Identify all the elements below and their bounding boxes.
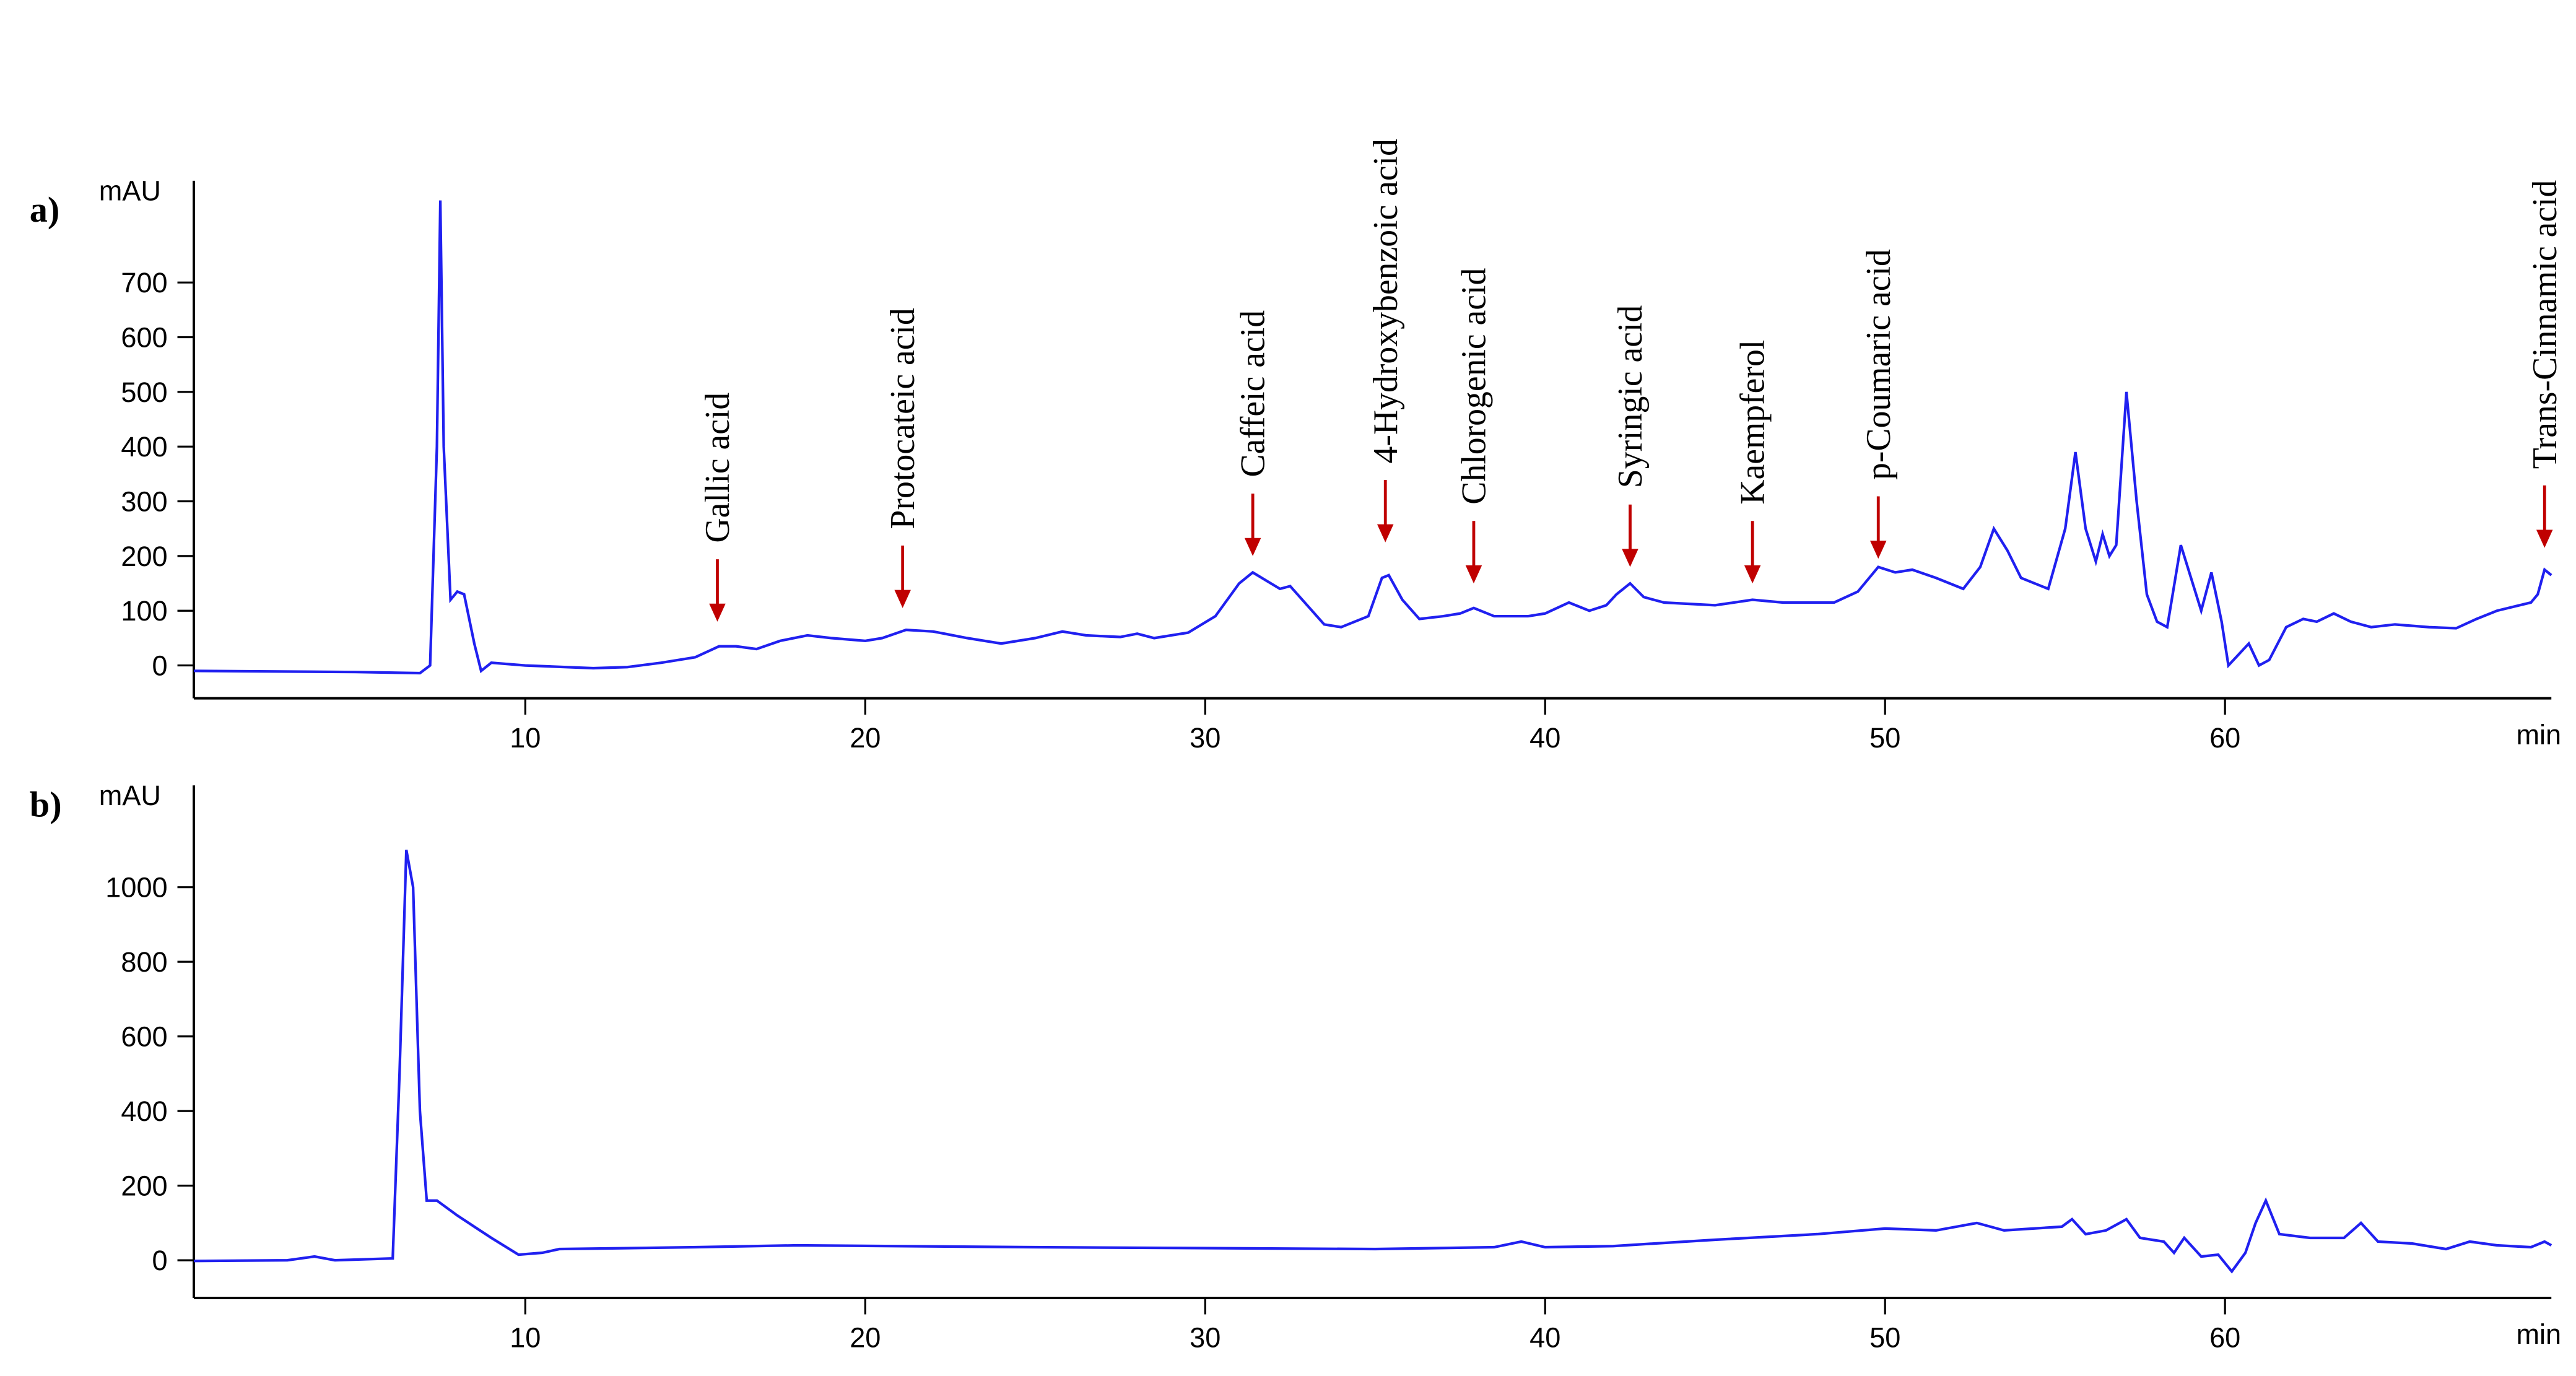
y-tick-label: 700 <box>121 267 167 298</box>
y-tick-label: 200 <box>121 1170 167 1202</box>
y-tick-label: 600 <box>121 1021 167 1053</box>
compound-label: Gallic acid <box>698 393 737 543</box>
y-tick-label: 0 <box>152 1245 168 1276</box>
y-tick-label: 800 <box>121 946 167 978</box>
chromatogram-line <box>194 200 2552 675</box>
arrow-head <box>1377 524 1394 542</box>
y-tick-label: 400 <box>121 431 167 463</box>
x-tick-label: 50 <box>1869 722 1900 754</box>
y-tick-label: 400 <box>121 1095 167 1127</box>
compound-label: Syringic acid <box>1611 305 1650 489</box>
y-tick-label: 100 <box>121 595 167 627</box>
compound-label: Trans-Cinnamic acid <box>2526 180 2564 469</box>
compound-label: Caffeic acid <box>1234 310 1273 477</box>
arrow-head <box>1465 565 1482 584</box>
compound-label: p-Coumaric acid <box>1860 249 1898 480</box>
x-tick-label: 30 <box>1190 1322 1221 1354</box>
x-tick-label: 40 <box>1530 722 1560 754</box>
compound-label: Protocateic acid <box>884 308 922 529</box>
y-tick-label: 1000 <box>105 872 167 904</box>
arrow-head <box>1744 565 1761 584</box>
y-tick-label: 500 <box>121 377 167 408</box>
arrow-head <box>1244 538 1261 556</box>
panel-label: b) <box>30 785 62 825</box>
arrow-head <box>1869 541 1887 559</box>
x-tick-label: 30 <box>1190 722 1221 754</box>
x-tick-label: 60 <box>2209 722 2240 754</box>
compound-label: Chlorogenic acid <box>1455 268 1494 505</box>
arrow-head <box>894 590 911 608</box>
compound-label: 4-Hydroxybenzoic acid <box>1367 139 1405 463</box>
chromatogram-line <box>194 850 2552 1274</box>
y-axis-label: mAU <box>99 175 161 207</box>
x-axis-label: min <box>2516 1318 2561 1350</box>
y-tick-label: 200 <box>121 541 167 572</box>
arrow-head <box>1622 549 1638 567</box>
y-tick-label: 300 <box>121 486 167 517</box>
compound-label: Kaempferol <box>1734 340 1772 505</box>
y-axis-label: mAU <box>99 780 161 811</box>
x-axis-label: min <box>2516 719 2561 751</box>
panel-label: a) <box>30 189 60 230</box>
x-tick-label: 20 <box>850 1322 881 1354</box>
arrow-head <box>2536 529 2553 548</box>
x-tick-label: 20 <box>850 722 881 754</box>
x-tick-label: 50 <box>1869 1322 1900 1354</box>
x-tick-label: 40 <box>1530 1322 1560 1354</box>
y-tick-label: 600 <box>121 321 167 353</box>
arrow-head <box>709 603 726 622</box>
x-tick-label: 10 <box>510 1322 541 1354</box>
x-tick-label: 10 <box>510 722 541 754</box>
x-tick-label: 60 <box>2209 1322 2240 1354</box>
y-tick-label: 0 <box>152 650 168 681</box>
